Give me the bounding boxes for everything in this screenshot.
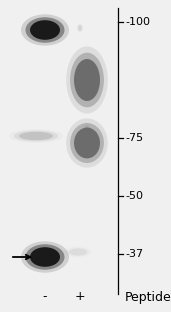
Ellipse shape — [14, 130, 58, 141]
Text: -: - — [43, 290, 47, 304]
Ellipse shape — [9, 129, 63, 143]
Ellipse shape — [74, 59, 100, 101]
Text: -50: -50 — [125, 191, 143, 201]
Ellipse shape — [66, 118, 108, 168]
Text: -75: -75 — [125, 133, 143, 143]
Ellipse shape — [69, 248, 87, 256]
Ellipse shape — [30, 247, 60, 267]
Ellipse shape — [66, 247, 90, 256]
Text: -100: -100 — [125, 17, 150, 27]
Ellipse shape — [25, 244, 64, 270]
Text: Peptide: Peptide — [125, 291, 171, 305]
Ellipse shape — [19, 132, 53, 140]
Ellipse shape — [82, 124, 92, 136]
Text: +: + — [75, 290, 85, 304]
Ellipse shape — [30, 20, 60, 40]
Ellipse shape — [64, 246, 92, 258]
Ellipse shape — [77, 24, 83, 32]
Ellipse shape — [78, 25, 82, 31]
Ellipse shape — [83, 125, 91, 134]
Ellipse shape — [84, 126, 90, 134]
Ellipse shape — [66, 46, 108, 114]
Ellipse shape — [25, 17, 64, 43]
Ellipse shape — [21, 14, 69, 46]
Text: -37: -37 — [125, 249, 143, 259]
Ellipse shape — [70, 53, 104, 107]
Ellipse shape — [70, 123, 104, 163]
Ellipse shape — [74, 128, 100, 158]
Ellipse shape — [21, 241, 69, 273]
Ellipse shape — [77, 23, 83, 32]
